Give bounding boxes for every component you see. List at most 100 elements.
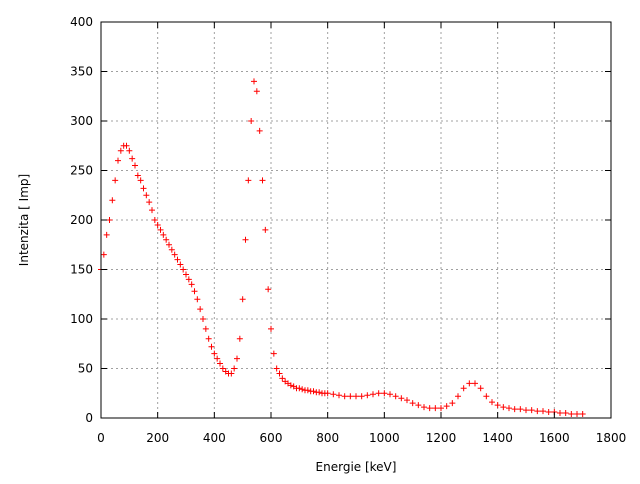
x-tick-label: 1000: [369, 431, 400, 445]
x-tick-label: 800: [316, 431, 339, 445]
data-point: [109, 197, 116, 204]
data-point: [126, 147, 133, 154]
data-point: [183, 271, 189, 278]
x-tick-label: 1600: [539, 431, 570, 445]
data-point: [228, 370, 235, 377]
data-point: [545, 409, 552, 416]
data-point: [194, 296, 201, 303]
data-point: [259, 177, 266, 184]
data-point: [449, 400, 456, 407]
data-point: [163, 236, 170, 243]
x-axis-label: Energie [keV]: [316, 460, 397, 474]
data-point: [149, 207, 155, 214]
x-tick-label: 1800: [596, 431, 627, 445]
data-point: [494, 402, 501, 409]
data-point: [574, 411, 580, 418]
data-point: [117, 147, 124, 154]
data-point: [253, 88, 260, 95]
data-point: [562, 410, 569, 417]
data-point: [134, 172, 141, 179]
data-point: [273, 365, 280, 372]
data-point: [304, 387, 311, 394]
data-point: [115, 157, 121, 164]
data-point: [276, 370, 283, 377]
x-tick-label: 1200: [426, 431, 457, 445]
data-point: [188, 281, 195, 288]
data-point: [381, 390, 388, 397]
data-point: [191, 288, 198, 295]
data-point: [557, 410, 563, 417]
data-point: [299, 386, 306, 393]
data-point: [415, 402, 422, 409]
data-point: [214, 355, 221, 362]
data-point: [540, 408, 546, 415]
ticks: 0 200 400 600 800 1000 1200 1400 1600 1800 0 50 100 1…: [70, 15, 626, 445]
data-point: [370, 391, 376, 398]
data-point: [129, 155, 136, 162]
data-point: [392, 393, 399, 400]
data-point: [112, 177, 119, 184]
data-point: [506, 405, 512, 412]
x-tick-label: 0: [97, 431, 105, 445]
data-point: [353, 393, 359, 400]
data-point: [421, 404, 427, 411]
grid: [101, 22, 611, 418]
data-point: [511, 406, 518, 413]
data-point: [166, 241, 172, 248]
data-point: [234, 355, 240, 362]
data-points: [98, 78, 586, 418]
data-point: [132, 162, 138, 169]
data-point: [489, 399, 495, 406]
data-point: [217, 360, 223, 367]
data-point: [177, 261, 184, 268]
data-point: [455, 393, 461, 400]
data-point: [168, 246, 175, 253]
data-point: [432, 405, 439, 412]
data-point: [270, 350, 277, 357]
data-point: [140, 185, 147, 192]
data-point: [245, 177, 252, 184]
data-point: [197, 306, 204, 313]
data-point: [174, 256, 181, 263]
data-point: [460, 385, 467, 392]
y-tick-label: 0: [85, 411, 93, 425]
data-point: [256, 127, 263, 134]
data-point: [426, 405, 433, 412]
data-point: [296, 385, 303, 392]
data-point: [347, 393, 354, 400]
data-point: [265, 286, 272, 293]
y-tick-label: 150: [70, 263, 93, 277]
y-tick-label: 250: [70, 164, 93, 178]
data-point: [568, 411, 575, 418]
data-point: [409, 400, 416, 407]
data-point: [483, 393, 490, 400]
y-axis-label: Intenzita [ Imp]: [17, 174, 31, 266]
data-point: [151, 217, 158, 223]
x-tick-label: 1400: [482, 431, 513, 445]
data-point: [341, 393, 348, 400]
data-point: [579, 411, 586, 418]
data-point: [239, 296, 246, 303]
data-point: [262, 226, 269, 233]
data-point: [279, 375, 286, 382]
y-tick-label: 50: [78, 362, 93, 376]
data-point: [358, 393, 365, 400]
data-point: [103, 231, 110, 238]
data-point: [157, 226, 164, 233]
x-tick-label: 600: [260, 431, 283, 445]
data-point: [477, 385, 484, 392]
data-point: [324, 390, 331, 397]
data-point: [100, 251, 107, 258]
data-point: [202, 325, 209, 332]
data-point: [180, 266, 187, 273]
y-tick-label: 100: [70, 312, 93, 326]
x-tick-label: 200: [146, 431, 169, 445]
data-point: [316, 389, 323, 396]
data-point: [160, 231, 167, 238]
data-point: [336, 392, 342, 399]
data-point: [146, 199, 153, 206]
y-tick-label: 400: [70, 15, 93, 29]
data-point: [443, 403, 450, 410]
data-point: [123, 142, 130, 149]
y-tick-label: 350: [70, 65, 93, 79]
